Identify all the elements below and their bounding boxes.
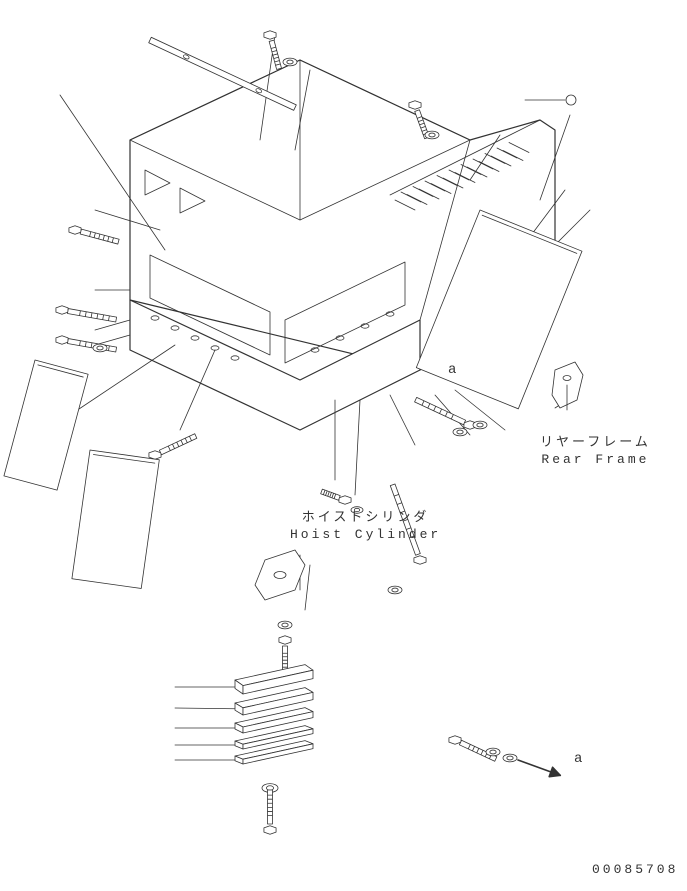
hoist-en: Hoist Cylinder	[290, 527, 441, 542]
hw-washer	[453, 428, 467, 436]
hoist-cylinder-label: ホイストシリンダ Hoist Cylinder	[290, 510, 441, 544]
hw-hexbolt	[149, 434, 197, 459]
hw-washer	[283, 58, 297, 66]
hw-washer	[93, 344, 107, 352]
hw-arrowA	[516, 755, 562, 780]
rear-jp: リヤーフレーム	[540, 435, 651, 450]
hw-washer	[388, 586, 402, 594]
rear-en: Rear Frame	[541, 452, 649, 467]
hw-pin	[525, 95, 576, 105]
diagram-stage: ホイストシリンダ Hoist Cylinder リヤーフレーム Rear Fra…	[0, 0, 687, 891]
rear-frame-label: リヤーフレーム Rear Frame	[540, 435, 651, 469]
hw-hexbolt	[56, 306, 117, 322]
hw-hexbolt	[69, 226, 119, 244]
hw-plate	[72, 450, 159, 588]
ref-marker-a-arrow: a	[574, 751, 582, 767]
hw-hexbolt	[415, 397, 476, 429]
document-id: 00085708	[592, 862, 678, 877]
hw-plate	[4, 360, 88, 490]
hw-hexbolt	[264, 790, 276, 834]
hw-hexbolt	[56, 336, 117, 352]
hw-lug	[255, 550, 305, 600]
ref-marker-a-frame: a	[448, 362, 456, 378]
hw-washer	[425, 131, 439, 139]
hw-washer	[278, 621, 292, 629]
hoist-jp: ホイストシリンダ	[302, 510, 430, 525]
hw-washer	[473, 421, 487, 429]
hw-bracket	[552, 362, 583, 410]
hw-hexbolt	[264, 31, 282, 70]
hw-washer	[503, 754, 517, 762]
hw-washer	[486, 748, 500, 756]
hw-hexbolt	[321, 489, 351, 504]
